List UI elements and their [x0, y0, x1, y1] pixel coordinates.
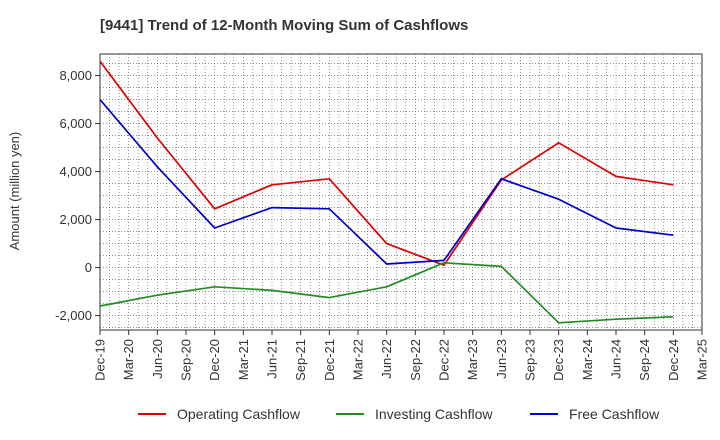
series-line-operating-cashflow: [99, 60, 674, 267]
x-tick-label: Sep-23: [523, 339, 538, 381]
y-tick-label: 0: [85, 260, 92, 275]
plot-area: [99, 53, 703, 331]
x-tick-label: Dec-23: [551, 339, 566, 381]
x-tick-label: Dec-22: [437, 339, 452, 381]
y-axis-ticks: -2,000 0 2,000 4,000 6,000 8,000: [55, 68, 100, 323]
y-axis-label: Amount (million yen): [7, 132, 22, 251]
legend-label: Free Cashflow: [569, 406, 660, 422]
x-tick-label: Mar-20: [121, 339, 136, 380]
x-tick-label: Sep-24: [637, 339, 652, 381]
y-tick-label: 6,000: [59, 116, 92, 131]
x-tick-label: Mar-24: [580, 339, 595, 380]
series-line-free-cashflow: [99, 99, 674, 265]
x-tick-label: Dec-21: [322, 339, 337, 381]
x-axis-ticks: Dec-19 Mar-20 Jun-20 Sep-20 Dec-20 Mar-21 Jun-…: [93, 330, 710, 381]
x-tick-label: Mar-22: [351, 339, 366, 380]
x-tick-label: Mar-25: [695, 339, 710, 380]
chart-title: [9441] Trend of 12-Month Moving Sum of C…: [100, 17, 468, 34]
x-tick-label: Jun-21: [265, 339, 280, 379]
series-line-investing-cashflow: [99, 261, 674, 324]
x-tick-label: Dec-24: [666, 339, 681, 381]
x-tick-label: Jun-23: [494, 339, 509, 379]
y-tick-label: 2,000: [59, 212, 92, 227]
x-tick-label: Sep-22: [408, 339, 423, 381]
x-tick-label: Jun-24: [609, 339, 624, 379]
y-tick-label: 8,000: [59, 68, 92, 83]
x-tick-label: Mar-21: [236, 339, 251, 380]
x-tick-label: Dec-20: [207, 339, 222, 381]
x-tick-label: Mar-23: [465, 339, 480, 380]
x-tick-label: Jun-20: [150, 339, 165, 379]
legend-label: Investing Cashflow: [375, 406, 493, 422]
series-lines: [99, 60, 674, 324]
gridlines: [99, 54, 703, 330]
y-tick-label: -2,000: [55, 308, 92, 323]
y-tick-label: 4,000: [59, 164, 92, 179]
x-tick-label: Sep-20: [179, 339, 194, 381]
x-tick-label: Sep-21: [293, 339, 308, 381]
legend-label: Operating Cashflow: [177, 406, 301, 422]
legend: Operating Cashflow Investing Cashflow Free…: [138, 406, 660, 422]
x-tick-label: Jun-22: [379, 339, 394, 379]
x-tick-label: Dec-19: [93, 339, 108, 381]
